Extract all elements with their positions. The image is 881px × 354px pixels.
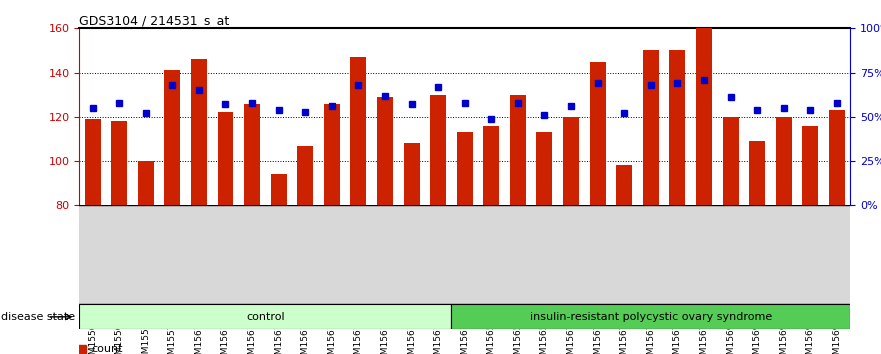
Text: disease state: disease state [1,312,75,322]
Bar [829,110,845,205]
Bar [456,132,473,205]
Bar [776,117,792,205]
Bar [803,126,818,205]
Bar [696,28,712,205]
Text: GDS3104 / 214531_s_at: GDS3104 / 214531_s_at [79,14,230,27]
Bar [749,141,765,205]
Bar [165,70,181,205]
Bar [563,117,579,205]
Bar [722,117,738,205]
Bar [377,97,393,205]
Bar [137,161,153,205]
Bar [484,126,500,205]
Bar [451,304,850,329]
Bar [270,175,286,205]
Text: count: count [92,344,122,354]
Bar [670,51,685,205]
Bar [643,51,659,205]
Bar [403,143,419,205]
Text: control: control [246,312,285,322]
Bar [510,95,526,205]
Bar [589,62,605,205]
Bar [244,104,260,205]
Bar [430,95,446,205]
Text: insulin-resistant polycystic ovary syndrome: insulin-resistant polycystic ovary syndr… [529,312,772,322]
Bar [616,166,633,205]
Bar [351,57,366,205]
Bar [191,59,207,205]
Bar [79,304,451,329]
Bar [324,104,340,205]
Bar [297,145,314,205]
Bar [537,132,552,205]
Bar [85,119,100,205]
Bar [111,121,127,205]
Bar [218,113,233,205]
